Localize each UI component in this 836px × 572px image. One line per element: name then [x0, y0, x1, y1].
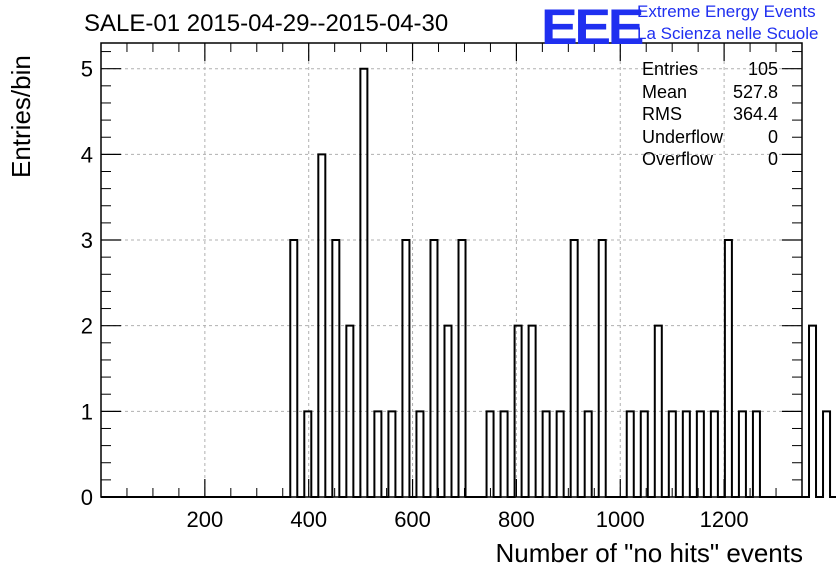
- stat-overflow: Overflow 0: [642, 148, 778, 171]
- stat-value: 527.8: [732, 81, 778, 102]
- stat-label: Entries: [642, 59, 699, 79]
- x-tick-label: 800: [498, 507, 535, 532]
- stat-underflow: Underflow 0: [642, 126, 778, 149]
- stat-mean: Mean 527.8: [642, 81, 778, 104]
- x-tick-label: 200: [186, 507, 223, 532]
- stat-label: Mean: [642, 81, 688, 102]
- x-tick-label: 1200: [700, 507, 749, 532]
- y-tick-label: 5: [81, 57, 93, 82]
- stat-label: Underflow: [642, 126, 724, 147]
- stats-box: Entries 105 Mean 527.8 RMS 364.4 Underfl…: [642, 58, 778, 171]
- y-tick-label: 4: [81, 142, 93, 167]
- stat-rms: RMS 364.4: [642, 103, 778, 126]
- y-tick-label: 2: [81, 314, 93, 339]
- stat-entries: Entries 105: [642, 58, 778, 81]
- stat-label: RMS: [642, 104, 682, 124]
- stat-value: 0: [767, 149, 778, 169]
- x-tick-label: 1000: [596, 507, 645, 532]
- tick-labels: 200 400 600 800 1000 1200 0 1 2 3 4 5: [81, 57, 749, 532]
- plot-frame: [100, 42, 803, 498]
- chart-title: SALE-01 2015-04-29--2015-04-30: [84, 10, 449, 37]
- logo-line-1: Extreme Energy Events: [637, 2, 816, 21]
- y-axis-label: Entries/bin: [6, 55, 36, 178]
- x-tick-label: 600: [394, 507, 431, 532]
- logo-line-2: La Scienza nelle Scuole: [637, 24, 819, 43]
- y-tick-label: 1: [81, 399, 93, 424]
- stat-value: 105: [747, 59, 778, 79]
- stat-label: Overflow: [642, 149, 714, 169]
- x-tick-label: 400: [290, 507, 327, 532]
- y-tick-label: 3: [81, 228, 93, 253]
- y-tick-label: 0: [81, 485, 93, 510]
- stat-value: 364.4: [732, 104, 778, 124]
- stat-value: 0: [767, 126, 778, 147]
- x-axis-label: Number of "no hits" events: [495, 538, 804, 568]
- eee-logo: EEE: [541, 0, 644, 55]
